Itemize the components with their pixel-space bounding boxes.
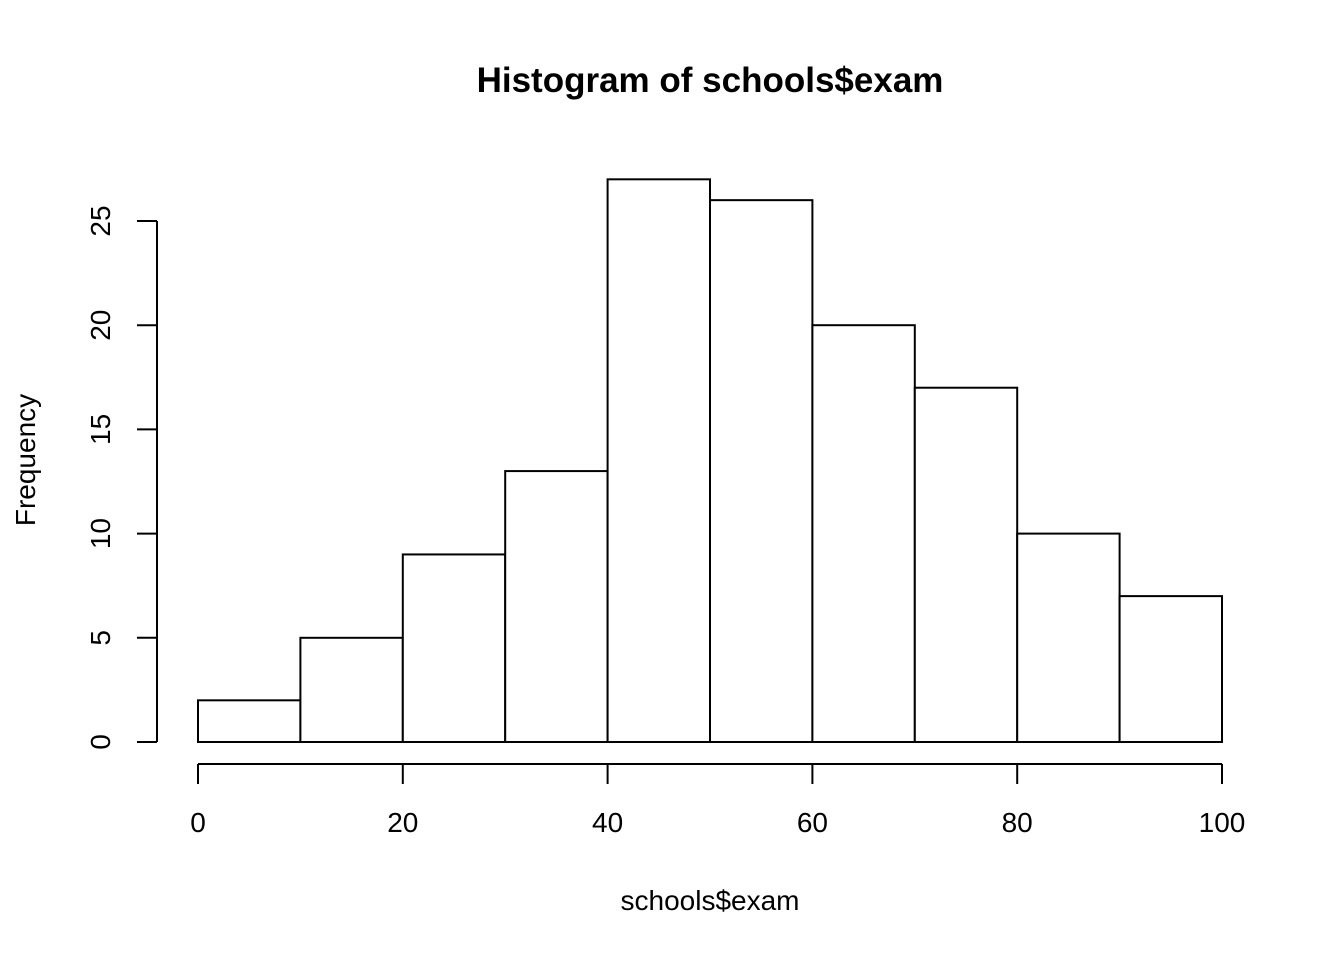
chart-title: Histogram of schools$exam: [477, 61, 944, 100]
x-tick-label-60: 60: [797, 807, 828, 838]
x-axis-label: schools$exam: [621, 885, 800, 916]
histogram-bar-90-100: [1118, 595, 1223, 743]
y-tick-label-0: 0: [85, 734, 116, 750]
y-tick-label-20: 20: [85, 310, 116, 341]
histogram-bar-60-70: [811, 324, 916, 743]
histogram-bar-70-80: [913, 386, 1019, 743]
x-tick-label-80: 80: [1002, 807, 1033, 838]
histogram-bar-80-90: [1016, 532, 1121, 743]
x-tick-label-40: 40: [592, 807, 623, 838]
x-axis: 0 20 40 60 80 100: [190, 763, 1246, 838]
y-axis-label: Frequency: [10, 394, 41, 526]
histogram-bar-50-60: [709, 199, 814, 744]
histogram-bar-20-30: [401, 553, 507, 743]
histogram-bar-0-10: [197, 699, 302, 744]
x-tick-label-20: 20: [387, 807, 418, 838]
y-tick-label-15: 15: [85, 414, 116, 445]
histogram-bar-10-20: [299, 636, 404, 743]
y-axis: 0 5 10 15 20 25: [85, 205, 158, 750]
bars-group: [197, 178, 1223, 744]
y-tick-label-25: 25: [85, 205, 116, 236]
x-tick-label-0: 0: [190, 807, 206, 838]
histogram-bar-30-40: [504, 470, 609, 743]
y-tick-label-5: 5: [85, 630, 116, 646]
x-tick-label-100: 100: [1199, 807, 1246, 838]
y-tick-label-10: 10: [85, 518, 116, 549]
histogram-bar-40-50: [606, 178, 711, 743]
